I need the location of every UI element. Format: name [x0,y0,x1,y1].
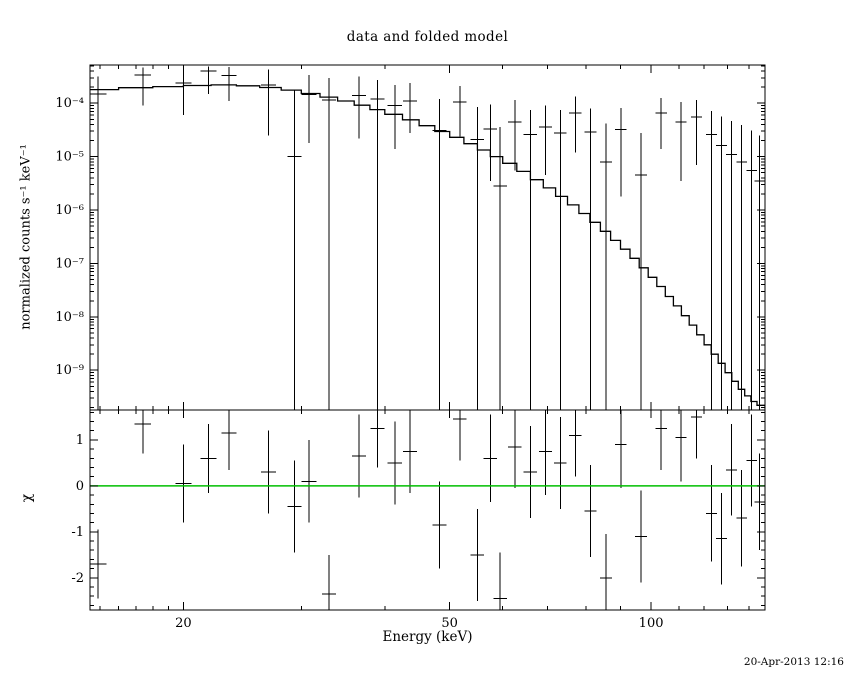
svg-text:1: 1 [76,433,84,448]
axis-ticks [90,65,765,610]
timestamp: 20-Apr-2013 12:16 [743,656,844,668]
panel-frames [89,64,766,611]
svg-text:10⁻⁸: 10⁻⁸ [55,310,84,325]
svg-text:-2: -2 [71,571,84,586]
residual-points [90,410,765,610]
y-axis-label-chi: χ [19,493,35,503]
svg-text:10⁻⁹: 10⁻⁹ [55,363,84,378]
x-axis-label: Energy (keV) [382,629,473,645]
y-axis-label-counts: normalized counts s⁻¹ keV⁻¹ [18,144,34,330]
svg-text:50: 50 [441,616,458,631]
svg-text:-1: -1 [71,525,84,540]
model-line [90,84,765,409]
svg-text:10⁻⁷: 10⁻⁷ [55,256,84,271]
svg-text:10⁻⁶: 10⁻⁶ [55,203,84,218]
data-points [90,66,765,410]
tick-labels: 20 50 100 10⁻⁴ 10⁻⁵ 10⁻⁶ 10⁻⁷ 10⁻⁸ 10⁻⁹ 1 0 -1 -2 [55,96,663,631]
svg-text:10⁻⁴: 10⁻⁴ [55,96,84,111]
svg-text:20: 20 [175,616,192,631]
svg-text:0: 0 [76,479,84,494]
svg-text:10⁻⁵: 10⁻⁵ [55,150,84,165]
plot-title: data and folded model [346,29,509,45]
svg-text:100: 100 [639,616,664,631]
